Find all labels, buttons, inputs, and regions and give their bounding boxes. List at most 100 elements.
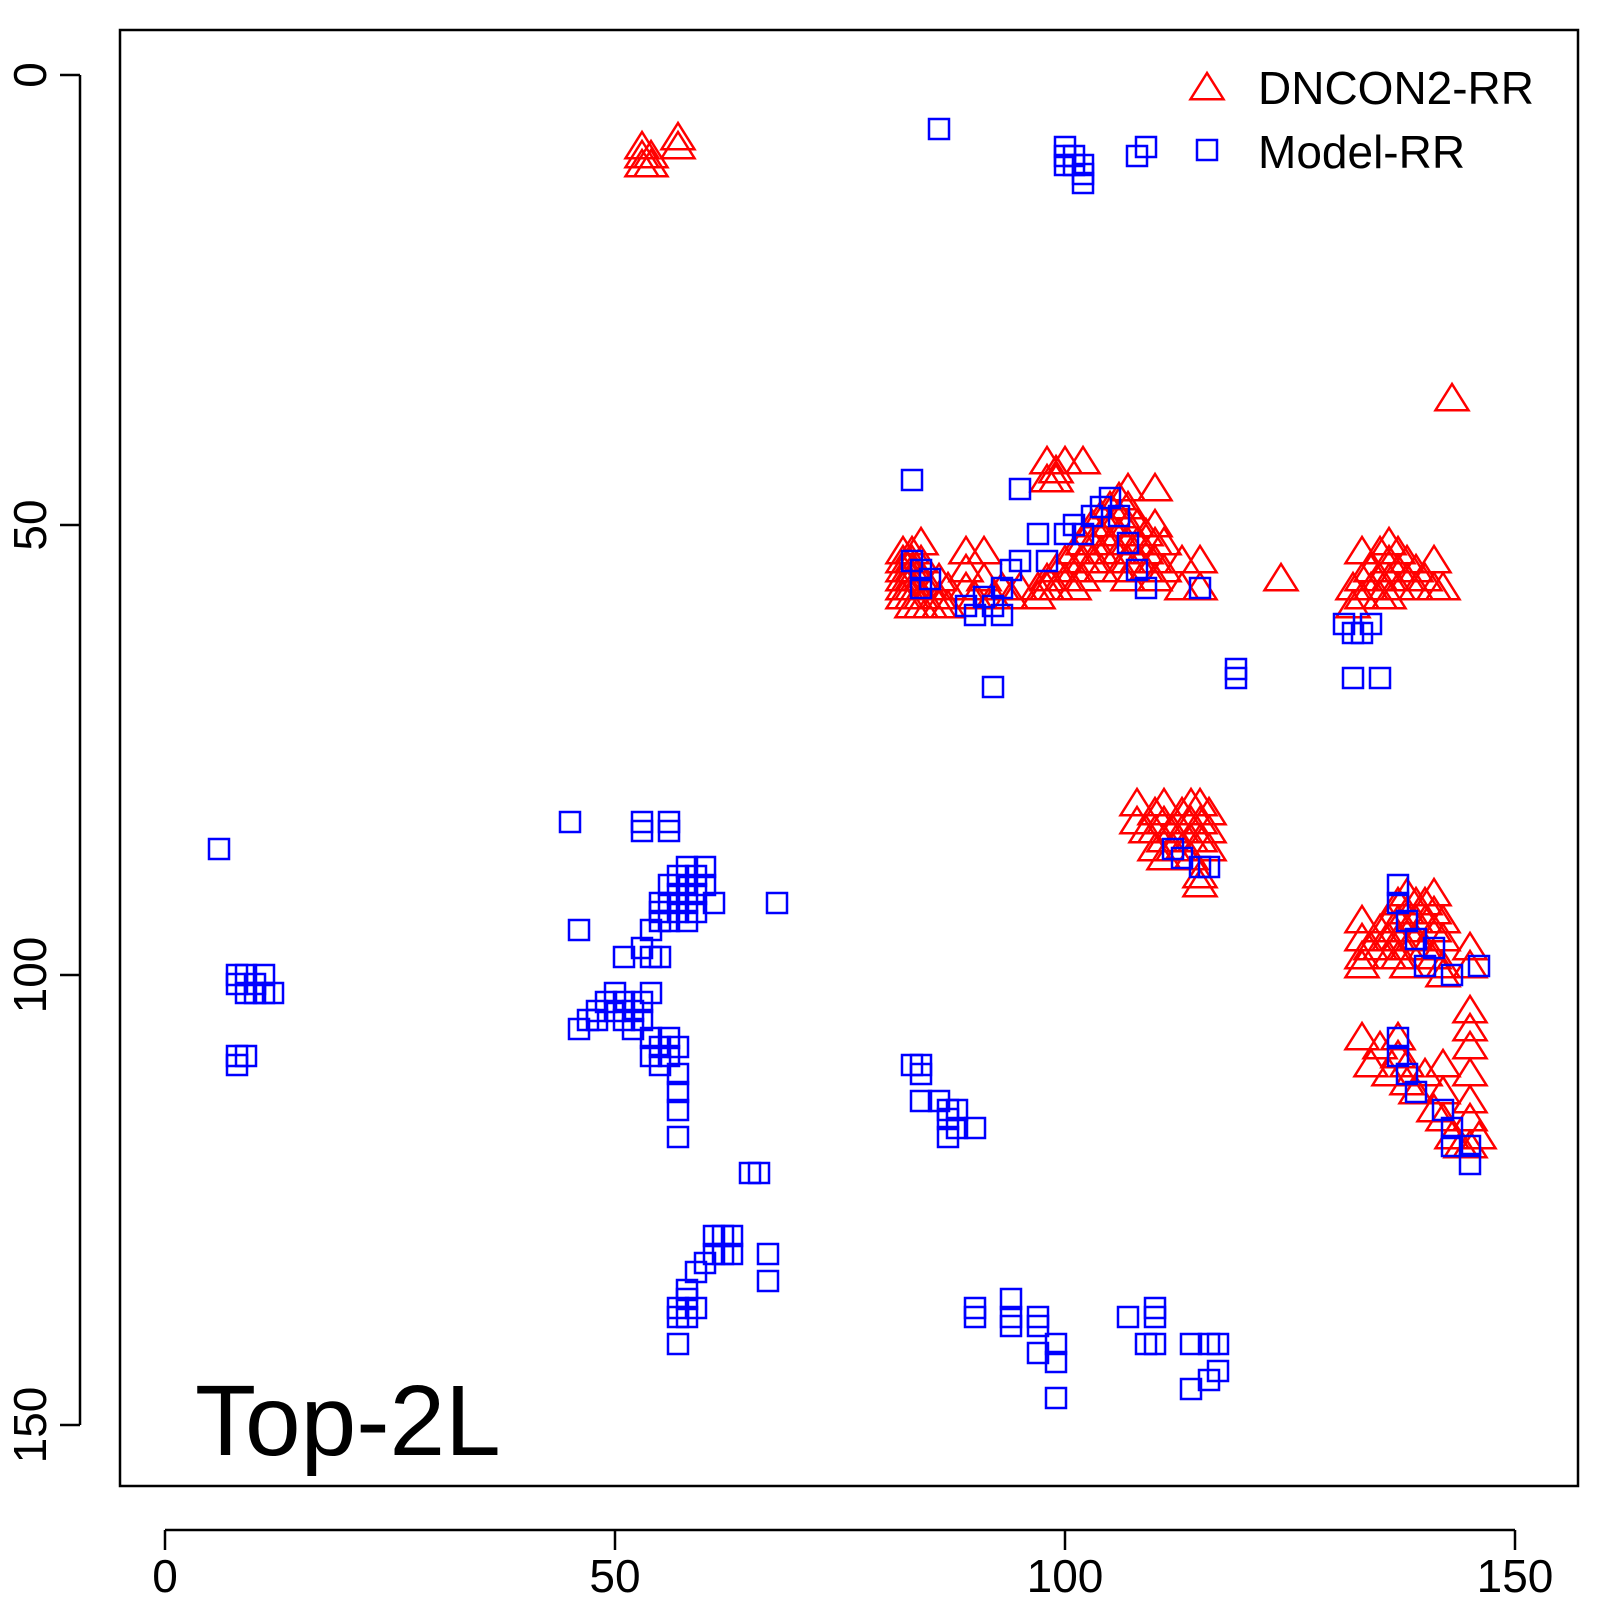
data-point-triangle: [1379, 534, 1417, 565]
data-point-triangle: [1181, 822, 1219, 853]
data-point-triangle: [1370, 561, 1408, 592]
data-point-square: [1026, 1314, 1050, 1338]
data-point-square: [1044, 1386, 1068, 1410]
data-point-triangle: [1163, 795, 1201, 826]
data-point-triangle: [1181, 543, 1219, 574]
x-axis: 0 50 100 150: [152, 1528, 1553, 1600]
data-point-triangle: [1136, 813, 1174, 844]
data-point-square: [1107, 504, 1131, 528]
data-point-square: [1368, 666, 1392, 690]
data-point-triangle: [1181, 858, 1219, 889]
data-point-triangle: [1145, 552, 1183, 583]
data-point-square: [1071, 171, 1095, 195]
data-point-triangle: [1082, 552, 1120, 583]
data-point-square: [1386, 873, 1410, 897]
data-point-square: [1008, 549, 1032, 573]
data-point-triangle: [902, 579, 940, 610]
data-point-triangle: [1451, 1011, 1489, 1042]
data-point-triangle: [1343, 534, 1381, 565]
data-point-triangle: [1118, 786, 1156, 817]
y-axis: 0 50 100 150: [4, 62, 82, 1463]
plot-frame: [118, 28, 1580, 1488]
data-point-triangle: [623, 129, 661, 160]
y-tick-label: 100: [4, 937, 56, 1014]
x-tick-label: 0: [152, 1550, 178, 1600]
data-point-triangle: [1352, 552, 1390, 583]
data-point-triangle: [1190, 795, 1228, 826]
data-point-square: [1341, 666, 1365, 690]
data-point-square: [1134, 135, 1158, 159]
data-point-triangle: [1343, 1020, 1381, 1051]
data-point-triangle: [1181, 786, 1219, 817]
data-point-square: [666, 1125, 690, 1149]
data-point-square: [666, 1062, 690, 1086]
data-point-triangle: [1388, 543, 1426, 574]
data-point-triangle: [1100, 534, 1138, 565]
legend-label-dncon2-rr: DNCON2-RR: [1258, 62, 1534, 114]
data-point-square: [666, 1035, 690, 1059]
data-point-triangle: [1343, 939, 1381, 970]
data-point-triangle: [1379, 552, 1417, 583]
data-point-square: [684, 1296, 708, 1320]
data-point-triangle: [1037, 570, 1075, 601]
data-point-triangle: [632, 147, 670, 178]
data-point-square: [1359, 612, 1383, 636]
data-point-triangle: [1406, 561, 1444, 592]
data-point-square: [693, 855, 717, 879]
legend-label-model-rr: Model-RR: [1258, 126, 1465, 178]
data-point-triangle: [1334, 570, 1372, 601]
data-point-square: [1467, 954, 1491, 978]
data-point-square: [945, 1116, 969, 1140]
data-point-triangle: [1352, 1047, 1390, 1078]
data-point-triangle: [1136, 795, 1174, 826]
data-point-triangle: [1019, 579, 1057, 610]
data-point-triangle: [1181, 867, 1219, 898]
data-point-triangle: [1361, 912, 1399, 943]
chart-annotation: Top-2L: [195, 1365, 501, 1477]
data-point-triangle: [1451, 1029, 1489, 1060]
data-point-triangle: [1145, 804, 1183, 835]
data-point-triangle: [1397, 552, 1435, 583]
data-point-square: [765, 891, 789, 915]
data-point-triangle: [1397, 570, 1435, 601]
legend: DNCON2-RR Model-RR: [1188, 62, 1534, 178]
data-point-triangle: [1352, 570, 1390, 601]
data-point-triangle: [1433, 381, 1471, 412]
data-point-triangle: [1451, 1083, 1489, 1114]
data-point-square: [1206, 1332, 1230, 1356]
data-point-square: [1440, 1134, 1464, 1158]
data-point-triangle: [659, 129, 697, 160]
data-point-triangle: [1037, 462, 1075, 493]
x-tick-label: 50: [589, 1550, 640, 1600]
data-point-triangle: [1055, 552, 1093, 583]
data-point-triangle: [1379, 939, 1417, 970]
data-point-square: [261, 981, 285, 1005]
x-tick-label: 100: [1027, 1550, 1104, 1600]
data-point-triangle: [1451, 993, 1489, 1024]
data-point-square: [1179, 1332, 1203, 1356]
data-point-triangle: [947, 534, 985, 565]
data-point-square: [981, 675, 1005, 699]
data-point-square: [1440, 1116, 1464, 1140]
data-point-triangle: [1064, 444, 1102, 475]
data-point-square: [666, 1332, 690, 1356]
legend-triangle-icon: [1188, 70, 1226, 101]
data-point-square: [927, 117, 951, 141]
data-point-triangle: [1046, 444, 1084, 475]
data-point-triangle: [1037, 552, 1075, 583]
data-point-triangle: [1370, 525, 1408, 556]
data-point-square: [1044, 1350, 1068, 1374]
data-point-square: [1035, 549, 1059, 573]
data-point-triangle: [1388, 561, 1426, 592]
data-point-triangle: [1073, 525, 1111, 556]
data-point-square: [1386, 1026, 1410, 1050]
data-point-triangle: [1451, 1056, 1489, 1087]
data-point-square: [999, 1287, 1023, 1311]
data-point-square: [1008, 477, 1032, 501]
data-point-triangle: [1424, 570, 1462, 601]
data-point-square: [1134, 576, 1158, 600]
data-point-triangle: [659, 120, 697, 151]
data-point-square: [630, 819, 654, 843]
data-point-square: [666, 1080, 690, 1104]
data-point-square: [1044, 1332, 1068, 1356]
